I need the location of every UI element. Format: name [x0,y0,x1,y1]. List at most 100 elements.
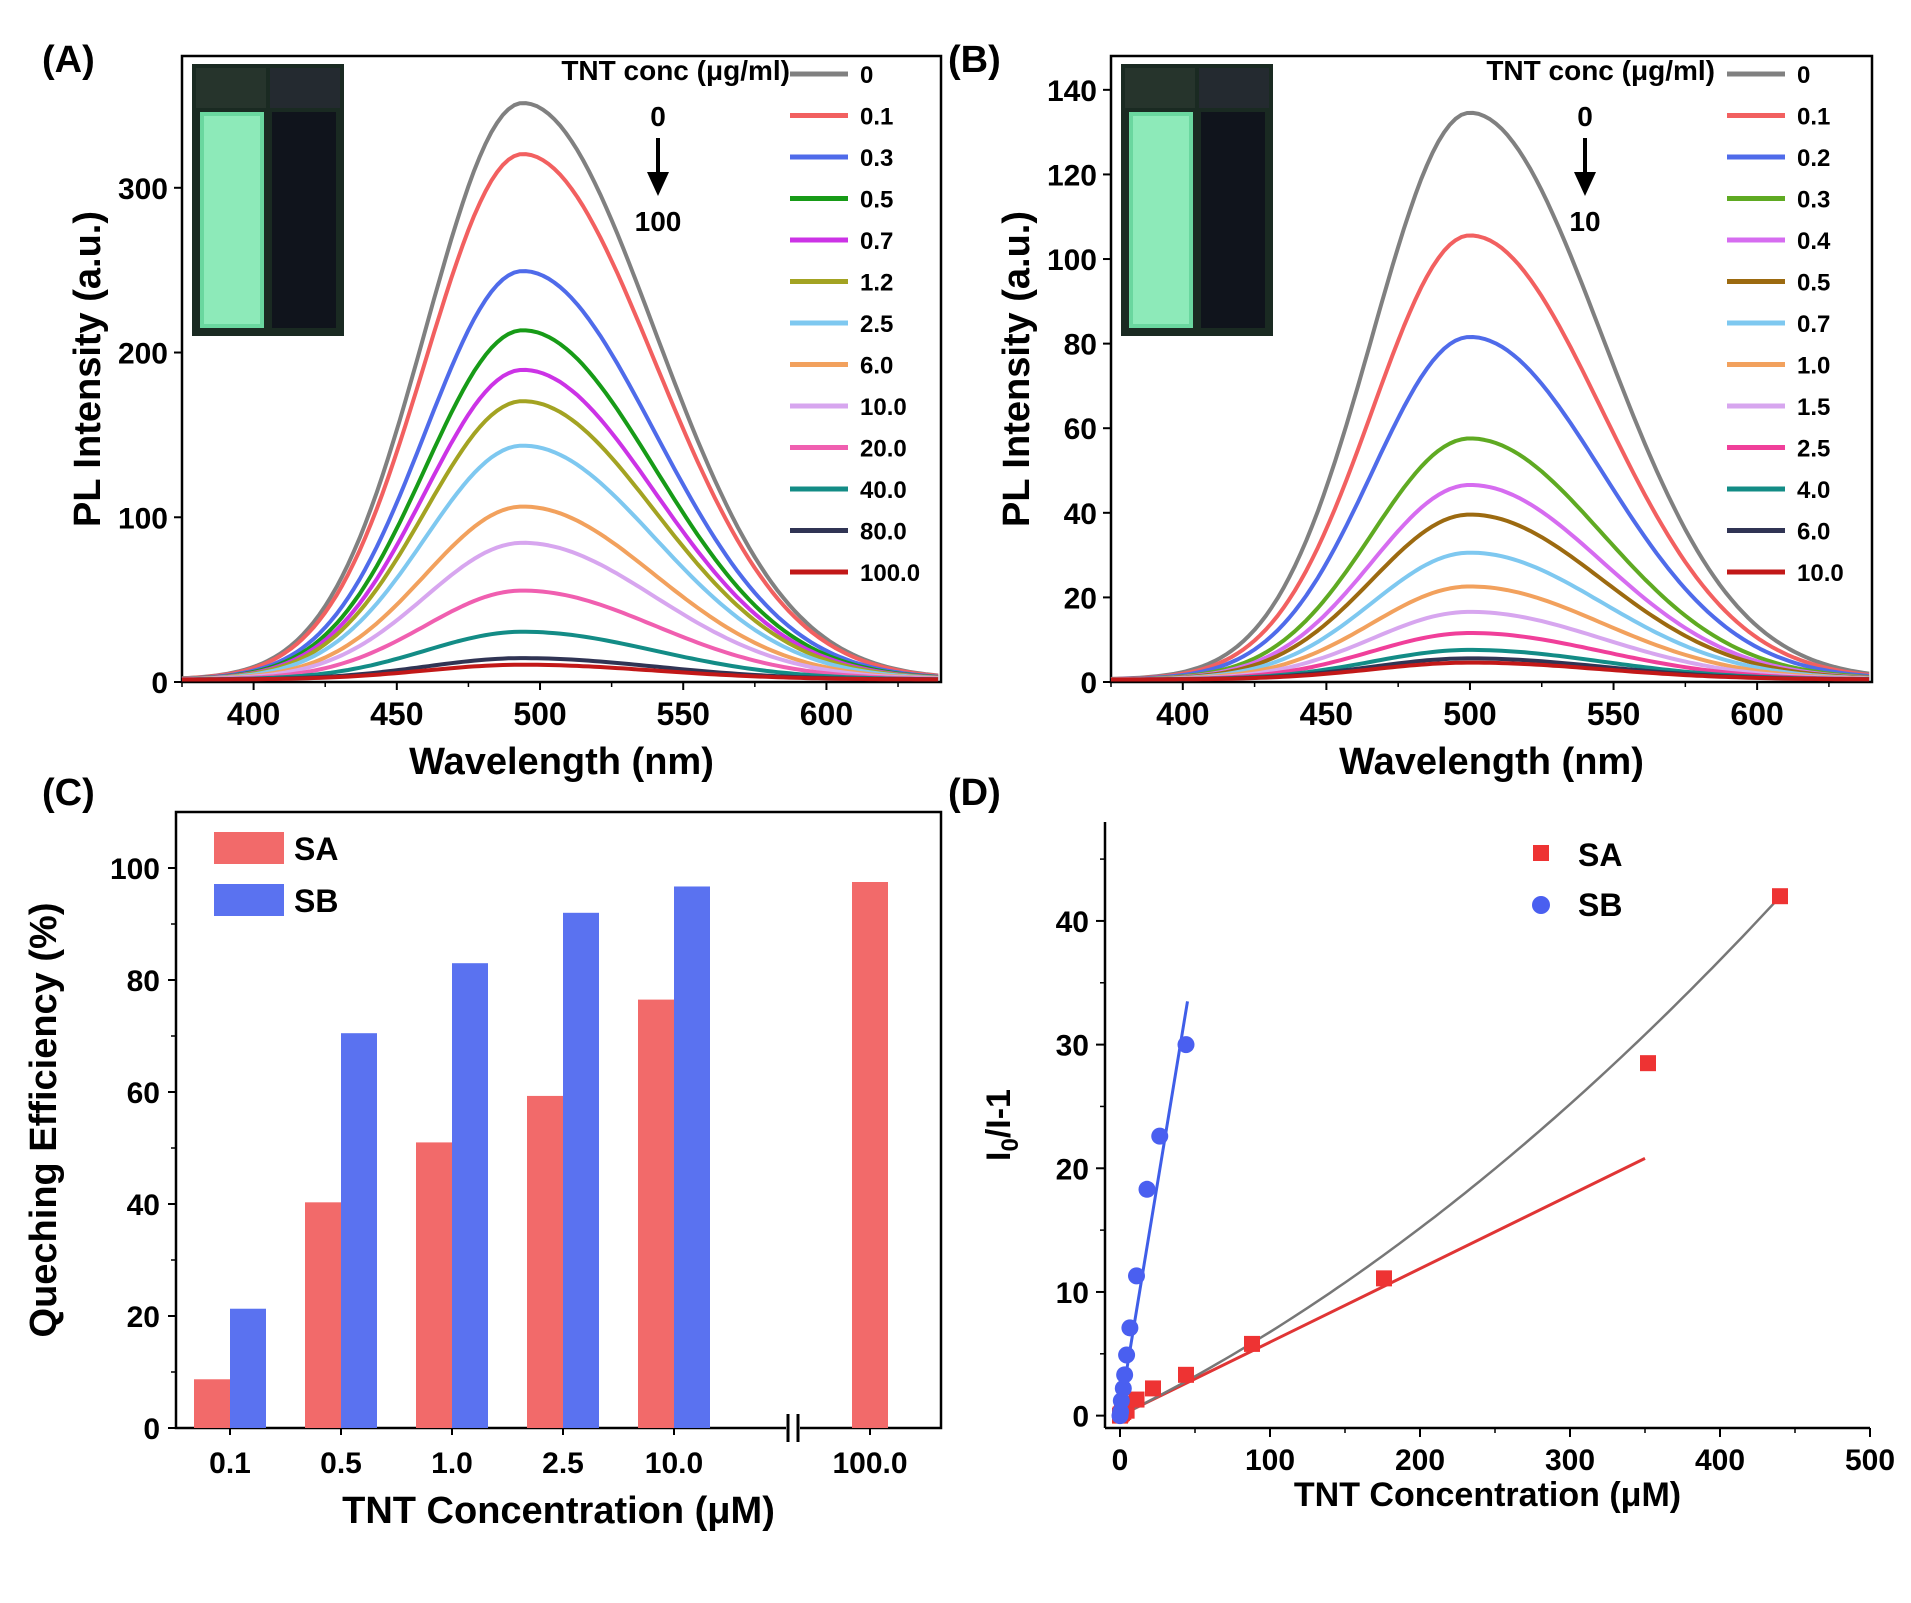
x-tick-label: 500 [1443,696,1496,732]
y-axis-label: Queching Efficiency (%) [23,903,65,1338]
legend-label: 2.5 [1797,436,1830,463]
y-tick-label: 100 [1047,244,1097,277]
legend-label: SB [1578,887,1622,923]
plot-frame [180,54,943,684]
legend-label: 1.0 [1797,353,1830,380]
spectra-curves [181,101,939,682]
panel-label-C: (C) [42,772,95,814]
panel-scatter-chart: 0 100 200 300 400 500 0 10 20 30 40 SA SB TNT Concent… [980,822,1895,1514]
bar-SA-0.5 [305,1202,341,1428]
x-tick-label: 400 [1695,1444,1745,1477]
x-tick-label: 0.5 [320,1447,362,1480]
spectrum-line-0.2 [1110,335,1870,682]
point-SB [1138,1180,1156,1198]
legend-label: 0.3 [860,145,893,172]
cuvette-cap-left [196,68,266,108]
legend-label: 4.0 [1797,477,1830,504]
y-tick-label: 20 [1056,1153,1089,1186]
y-tick-label: 20 [1064,582,1097,615]
legend-label: 20.0 [860,436,907,463]
panel-bar-chart: 0 20 40 60 80 100 0.1 0.5 1.0 2.5 10.0 100.0 SA SB TNT… [23,810,943,1532]
spectrum-line-10.0 [182,540,939,682]
spectrum-line-0.5 [181,328,939,681]
panel-label-D: (D) [948,772,1001,814]
panel-1: 400 450 500 550 600020406080100120140Wavelen… [996,54,1874,783]
cuvette-glow [1133,116,1189,324]
point-SA [1640,1055,1656,1072]
bar-SA-2.5 [527,1095,563,1428]
bar-SB-0.1 [230,1308,266,1428]
legend-label: 0.7 [1797,311,1830,338]
fit-line-SA [1119,1157,1646,1417]
legend-label: SB [294,883,338,919]
legend-label: 80.0 [860,519,907,546]
spectrum-line-0.1 [181,152,939,681]
spectrum-line-6.0 [181,504,939,682]
y-axis-label-sub: 0 [997,1138,1024,1151]
bar-SA-1.0 [416,1142,452,1428]
bar-SA-0.1 [194,1379,230,1428]
point-SA [1145,1380,1161,1397]
x-tick-label: 600 [1730,696,1783,732]
legend-label: SA [294,831,338,867]
legend-label: 100.0 [860,560,920,587]
spectrum-line-0.3 [181,269,939,681]
legend-label: 10.0 [1797,560,1844,587]
y-tick-label: 40 [1056,906,1089,939]
y-axis-label-rest: /I-1 [980,1089,1018,1138]
arrow-top-label: 0 [1577,101,1593,132]
y-tick-label: 10 [1056,1277,1089,1310]
legend-label: 6.0 [860,353,893,380]
x-axis-label: TNT Concentration (μM) [1294,1476,1681,1514]
spectrum-line-0.5 [1111,512,1870,682]
legend-label: 1.5 [1797,394,1830,421]
point-SA [1128,1391,1145,1408]
point-SA [1178,1366,1194,1383]
y-tick-label: 60 [127,1077,160,1110]
y-axis-label: PL Intensity (a.u.) [67,211,109,527]
y-tick-label: 100 [118,502,168,535]
fit-line-SB [1118,1001,1189,1411]
legend-label: 0.7 [860,228,893,255]
y-tick-label: 120 [1047,159,1097,192]
x-tick-label: 0 [1112,1444,1129,1477]
bar-SB-0.5 [341,1033,377,1428]
spectrum-line-0.7 [181,367,939,681]
x-axis-label: Wavelength (nm) [409,741,714,783]
spectrum-line-40.0 [182,629,939,682]
spectra-curves [1110,110,1870,682]
y-tick-label: 60 [1064,413,1097,446]
bar-SB-2.5 [563,912,599,1428]
legend-label: 1.2 [860,270,893,297]
x-tick-label: 0.1 [209,1447,251,1480]
legend-label: 0.1 [1797,104,1830,131]
inset-photo [192,64,344,336]
y-tick-label: 100 [110,853,160,886]
x-axis-label: TNT Concentration (μM) [342,1490,775,1532]
y-tick-label: 80 [127,965,160,998]
legend-label: SA [1578,837,1622,873]
y-tick-label: 300 [118,173,168,206]
spectrum-line-0 [1110,110,1870,681]
x-axis-label: Wavelength (nm) [1339,741,1644,783]
legend-marker-SA [1533,845,1549,861]
spectrum-line-0.1 [1110,233,1870,681]
y-tick-label: 140 [1047,75,1097,108]
legend-swatch-SB [214,884,284,916]
legend-label: 0.5 [1797,270,1830,297]
spectrum-line-1.2 [181,399,939,681]
legend-title: TNT conc (μg/ml) [561,55,790,86]
bar-SB-10.0 [674,886,710,1428]
spectrum-line-0 [181,101,939,681]
x-tick-label: 1.0 [431,1447,473,1480]
spectrum-line-10.0 [1111,660,1870,682]
legend-label: 2.5 [860,311,893,338]
y-tick-label: 0 [1072,1401,1089,1434]
point-SB [1114,1379,1132,1397]
legend-label: 0.4 [1797,228,1831,255]
cuvette-glow [204,116,260,324]
x-tick-label: 400 [1156,696,1209,732]
y-tick-label: 80 [1064,329,1097,362]
x-tick-label: 100 [1245,1444,1295,1477]
